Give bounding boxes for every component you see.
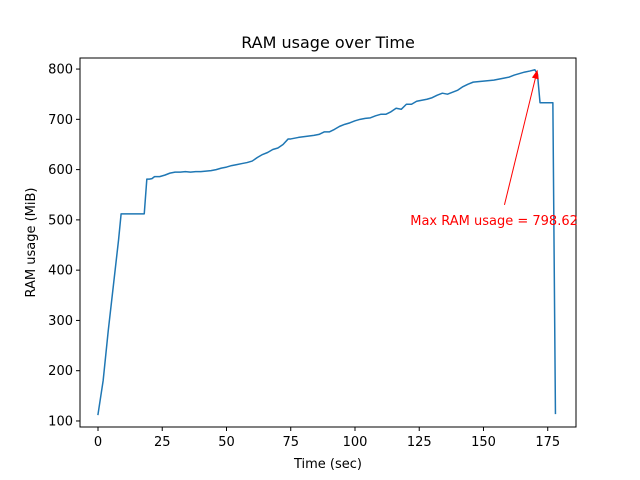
y-tick-label: 700 <box>48 113 73 128</box>
plot-frame <box>79 57 577 428</box>
x-tick-label: 50 <box>218 435 235 450</box>
series-line-ram-usage <box>97 69 557 416</box>
y-axis-ticks: 100 200 300 400 500 600 700 800 <box>48 63 80 429</box>
annotation-arrow-head <box>531 69 539 80</box>
y-tick-label: 500 <box>48 213 73 228</box>
y-tick-label: 200 <box>48 364 73 379</box>
x-tick-label: 150 <box>471 435 496 450</box>
y-tick-label: 600 <box>48 163 73 178</box>
x-tick-label: 25 <box>154 435 171 450</box>
chart-title: RAM usage over Time <box>241 33 415 52</box>
x-tick-label: 100 <box>343 435 368 450</box>
annotation-text: Max RAM usage = 798.62 <box>410 214 578 229</box>
x-tick-label: 75 <box>282 435 299 450</box>
y-axis-label: RAM usage (MiB) <box>24 188 39 298</box>
annotation-arrow-line <box>503 78 536 205</box>
y-tick-label: 400 <box>48 264 73 279</box>
x-axis-label: Time (sec) <box>293 457 362 472</box>
x-axis-ticks: 0 25 50 75 100 125 150 175 <box>94 427 560 450</box>
y-tick-label: 100 <box>48 414 73 429</box>
x-tick-label: 125 <box>407 435 432 450</box>
x-tick-label: 0 <box>94 435 102 450</box>
y-tick-label: 800 <box>48 63 73 78</box>
y-tick-label: 300 <box>48 314 73 329</box>
x-tick-label: 175 <box>535 435 560 450</box>
